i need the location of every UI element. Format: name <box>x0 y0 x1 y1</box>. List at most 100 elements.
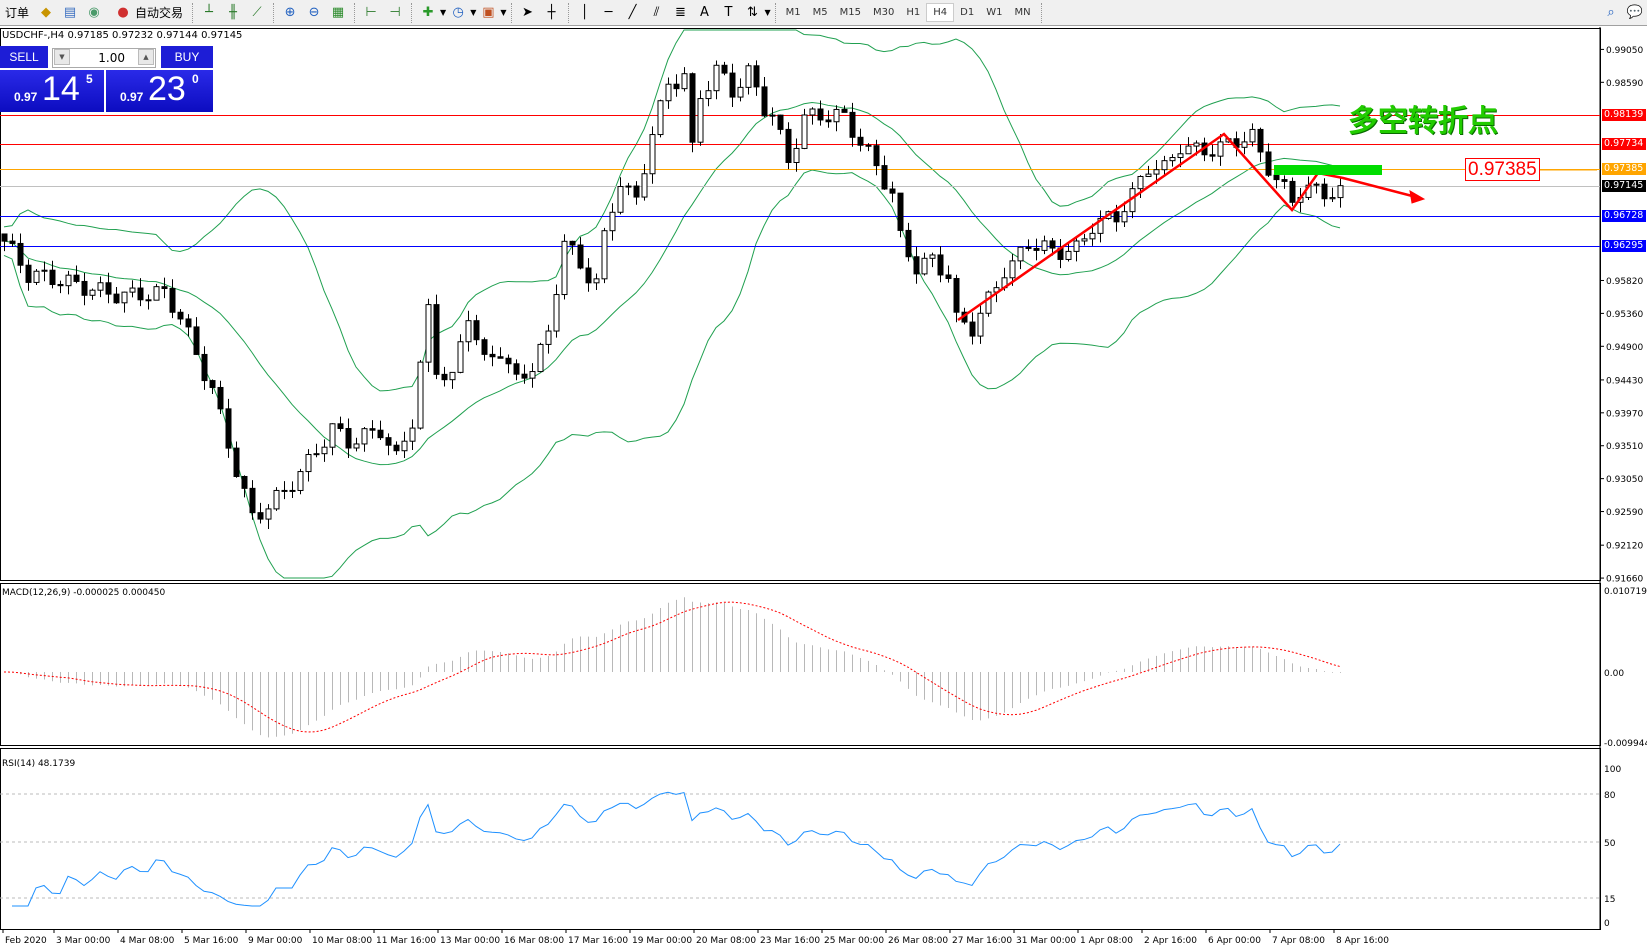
candle <box>697 90 704 146</box>
candle-body <box>193 326 200 355</box>
periods-icon[interactable]: ◷ <box>452 5 464 20</box>
dropdown-arrow-icon[interactable]: ▼ <box>440 8 447 17</box>
dropdown-arrow-icon[interactable]: ▼ <box>764 8 771 17</box>
candle-body <box>281 489 288 492</box>
price-tick-label: 0.93970 <box>1606 409 1643 419</box>
arrows-icon[interactable]: ⇅ <box>747 5 758 20</box>
candle-body <box>1049 240 1056 249</box>
candle-body <box>449 371 456 381</box>
text-label-icon[interactable]: T <box>724 5 733 20</box>
annotation-price-label[interactable]: 0.97385 <box>1465 158 1540 181</box>
candle <box>137 278 144 307</box>
candle <box>105 272 112 304</box>
separator <box>411 2 413 23</box>
timeframe-d1[interactable]: D1 <box>960 7 975 18</box>
rsi-axis-label: 80 <box>1604 791 1616 801</box>
vertical-line-icon[interactable]: │ <box>580 5 589 20</box>
candle <box>185 314 192 337</box>
timeframe-w1[interactable]: W1 <box>986 7 1003 18</box>
time-tick-label: 3 Mar 00:00 <box>56 936 111 946</box>
zoom-in-icon[interactable]: ⊕ <box>284 5 296 20</box>
timeframe-m30[interactable]: M30 <box>873 7 895 18</box>
one-click-trading-panel: SELL 1.00 ▼ ▲ BUY 0.97 14 5 0.97 23 0 <box>0 46 213 112</box>
auto-trading-label: 自动交易 <box>135 6 184 20</box>
timeframe-m5[interactable]: M5 <box>812 7 828 18</box>
auto-scroll-icon[interactable]: ⊢ <box>365 5 377 20</box>
terminal-icon[interactable]: ▤ <box>63 5 77 20</box>
buy-price[interactable]: 0.97 23 0 <box>106 70 213 112</box>
candle-body <box>833 108 840 123</box>
candle <box>865 143 872 152</box>
auto-trading-button[interactable]: ● 自动交易 <box>107 2 187 24</box>
candle <box>281 481 288 500</box>
signals-icon[interactable]: ◉ <box>88 5 100 20</box>
buy-button[interactable]: BUY <box>161 46 213 68</box>
chat-icon[interactable]: 💬 <box>1626 5 1644 20</box>
candle-body <box>985 291 992 314</box>
tile-windows-icon[interactable]: ▦ <box>331 5 345 20</box>
fibonacci-icon[interactable]: ≣ <box>675 5 686 20</box>
timeframe-m15[interactable]: M15 <box>839 7 862 18</box>
dropdown-arrow-icon[interactable]: ▼ <box>500 8 507 17</box>
candlestick-chart-icon[interactable]: ╫ <box>229 5 237 20</box>
candle <box>1017 246 1024 270</box>
candle-body <box>473 320 480 341</box>
candle-body <box>305 453 312 473</box>
auto-trading-icon: ● <box>117 5 129 20</box>
candle <box>161 277 168 299</box>
new-order-button[interactable]: 订单 <box>1 2 33 24</box>
search-icon[interactable]: ⌕ <box>1607 5 1615 20</box>
bar-chart-icon[interactable]: ┴ <box>205 5 213 20</box>
trendline-icon[interactable]: ╱ <box>628 5 637 20</box>
time-tick-label: Feb 2020 <box>5 936 47 946</box>
timeframe-h1[interactable]: H1 <box>906 7 921 18</box>
equidistant-channel-icon[interactable]: ⫽ <box>653 5 660 20</box>
candle-body <box>1337 185 1344 199</box>
indicators-icon[interactable]: ✚ <box>422 5 434 20</box>
candle <box>1169 154 1176 167</box>
candle-body <box>1017 246 1024 262</box>
timeframe-mn[interactable]: MN <box>1014 7 1031 18</box>
zoom-out-icon[interactable]: ⊖ <box>308 5 320 20</box>
candle-body <box>1137 175 1144 190</box>
cursor-icon[interactable]: ➤ <box>522 5 533 20</box>
candle-body <box>1145 173 1152 177</box>
candle-body <box>849 111 856 138</box>
candle <box>385 433 392 456</box>
macd-axis-label: -0.009944 <box>1604 739 1647 749</box>
candle-body <box>217 386 224 410</box>
candle <box>473 314 480 346</box>
lot-decrease-button[interactable]: ▼ <box>54 49 70 65</box>
candle <box>633 181 640 205</box>
candle <box>329 423 336 456</box>
candle <box>433 294 440 380</box>
candle <box>353 437 360 452</box>
candle-body <box>377 429 384 439</box>
candle-body <box>1033 247 1040 251</box>
templates-icon[interactable]: ▣ <box>482 5 495 20</box>
price-tick-label: 0.92590 <box>1606 508 1643 518</box>
crosshair-icon[interactable]: ┼ <box>547 5 556 20</box>
lot-size-input[interactable]: 1.00 <box>52 48 156 68</box>
candle-body <box>1313 183 1320 186</box>
line-chart-icon[interactable]: ⟋ <box>252 5 262 20</box>
metaeditor-icon[interactable]: ◆ <box>41 5 52 20</box>
timeframe-m1[interactable]: M1 <box>785 7 801 18</box>
price-tick-label: 0.94430 <box>1606 376 1643 386</box>
candle-body <box>505 357 512 365</box>
annotation-text[interactable]: 多空转折点 <box>1348 104 1498 139</box>
timeframe-h4[interactable]: H4 <box>926 3 955 22</box>
lot-increase-button[interactable]: ▲ <box>138 49 154 65</box>
dropdown-arrow-icon[interactable]: ▼ <box>470 8 477 17</box>
candle <box>673 74 680 97</box>
text-icon[interactable]: A <box>700 5 709 20</box>
candle <box>425 298 432 373</box>
candle-body <box>969 321 976 337</box>
sell-price[interactable]: 0.97 14 5 <box>0 70 104 112</box>
sell-price-prefix: 0.97 <box>14 90 38 104</box>
chart-shift-icon[interactable]: ⊣ <box>389 5 401 20</box>
sell-button[interactable]: SELL <box>0 46 48 68</box>
horizontal-line-icon[interactable]: ─ <box>604 5 613 20</box>
price-tag-0.97734: 0.97734 <box>1602 137 1646 150</box>
